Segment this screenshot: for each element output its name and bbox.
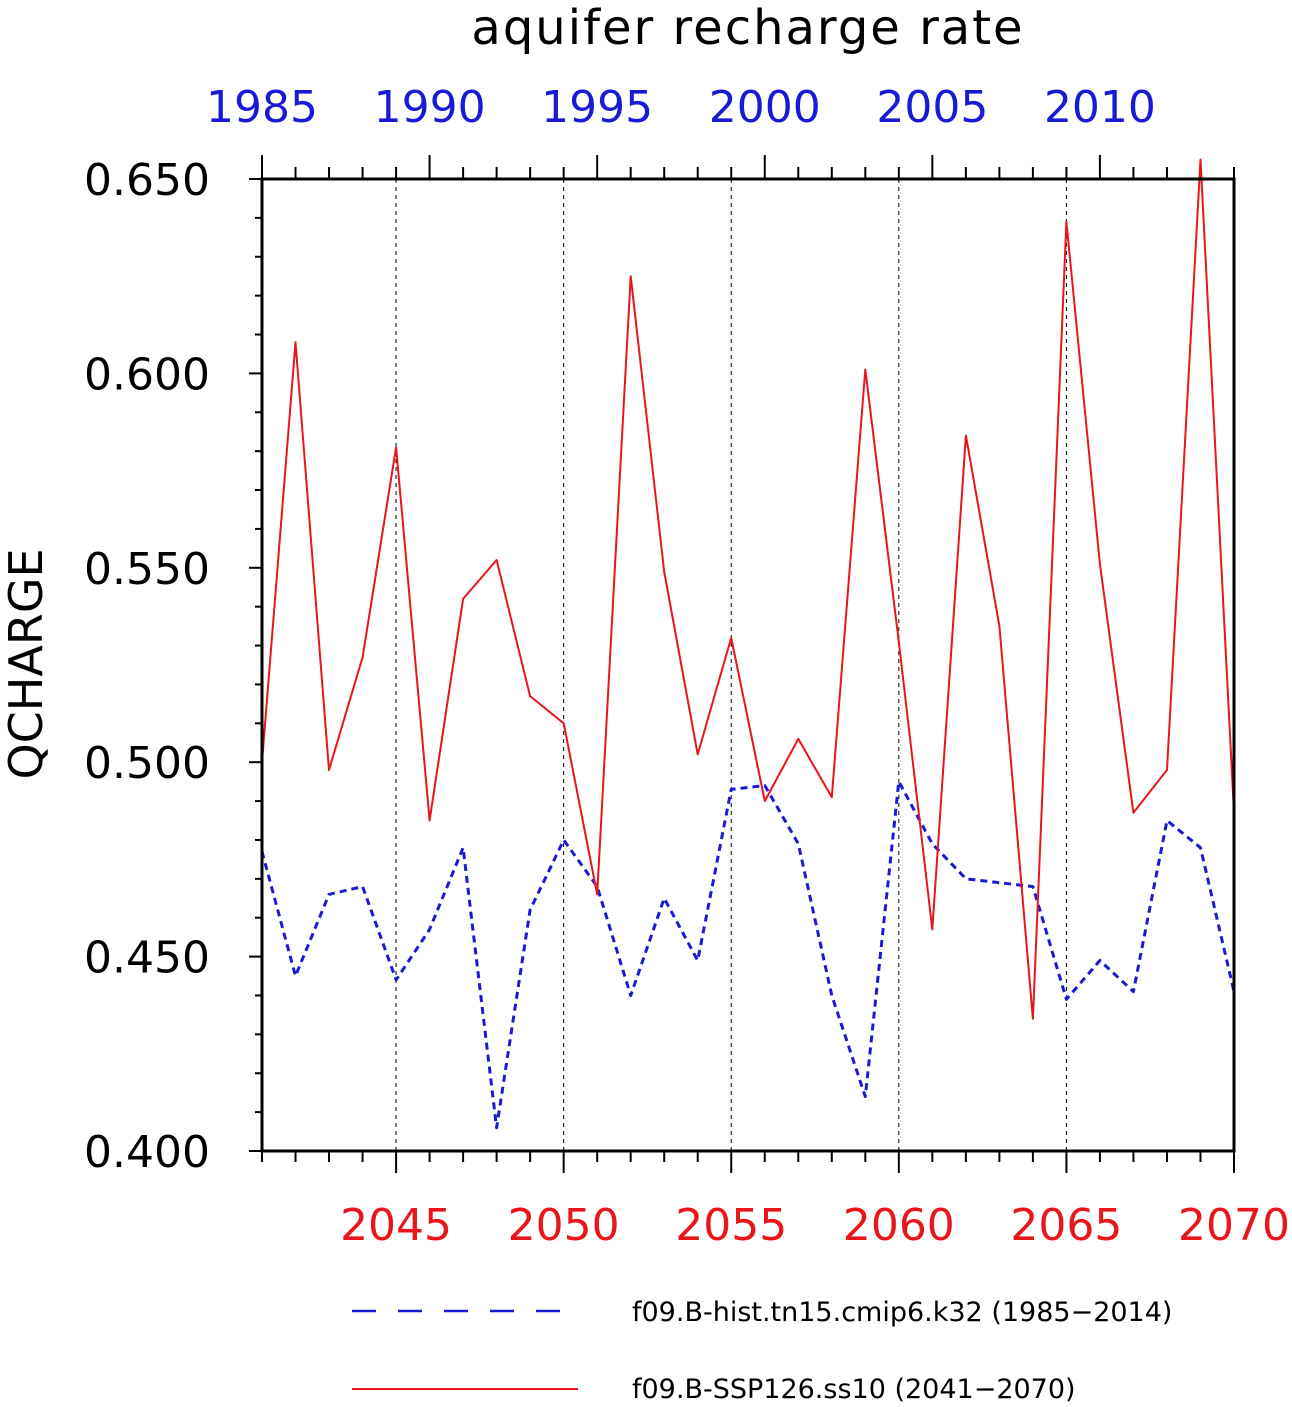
x-bottom-tick-label: 2050 <box>508 1200 620 1251</box>
series-line-hist <box>260 780 1236 1130</box>
y-tick-label: 0.650 <box>84 155 210 206</box>
y-tick-label: 0.550 <box>84 544 210 595</box>
x-bottom-tick-label: 2055 <box>675 1200 787 1251</box>
x-bottom-tick-label: 2060 <box>843 1200 955 1251</box>
x-top-tick-label: 2005 <box>876 82 988 133</box>
y-tick-label: 0.400 <box>84 1127 210 1178</box>
x-top-tick-label: 2010 <box>1044 82 1156 133</box>
plot-frame <box>260 177 1236 1153</box>
series-layer <box>260 158 1236 1130</box>
legend: f09.B-hist.tn15.cmip6.k32 (1985−2014) f0… <box>352 1297 1172 1405</box>
x-top-tick-label: 1990 <box>374 82 486 133</box>
x-top-tick-label: 1995 <box>541 82 653 133</box>
x-axis-top: 1985 1990 1995 2000 2005 2010 <box>206 82 1235 179</box>
x-bottom-tick-label: 2045 <box>340 1200 452 1251</box>
legend-label-hist: f09.B-hist.tn15.cmip6.k32 (1985−2014) <box>632 1297 1172 1328</box>
y-axis: 0.400 0.450 0.500 0.550 0.600 0.650 <box>84 155 262 1178</box>
chart-title: aquifer recharge rate <box>471 0 1024 56</box>
y-tick-label: 0.450 <box>84 933 210 984</box>
x-top-tick-label: 2000 <box>709 82 821 133</box>
x-bottom-tick-label: 2070 <box>1178 1200 1290 1251</box>
series-line-ssp126 <box>261 158 1235 1020</box>
vertical-gridlines <box>395 179 1067 1151</box>
legend-label-ssp126: f09.B-SSP126.ss10 (2041−2070) <box>632 1374 1076 1405</box>
x-axis-bottom: 2045 2050 2055 2060 2065 2070 <box>261 1151 1290 1251</box>
y-tick-label: 0.600 <box>84 349 210 400</box>
y-axis-label: QCHARGE <box>0 548 53 779</box>
y-tick-label: 0.500 <box>84 738 210 789</box>
x-bottom-tick-label: 2065 <box>1010 1200 1122 1251</box>
x-top-tick-label: 1985 <box>206 82 318 133</box>
